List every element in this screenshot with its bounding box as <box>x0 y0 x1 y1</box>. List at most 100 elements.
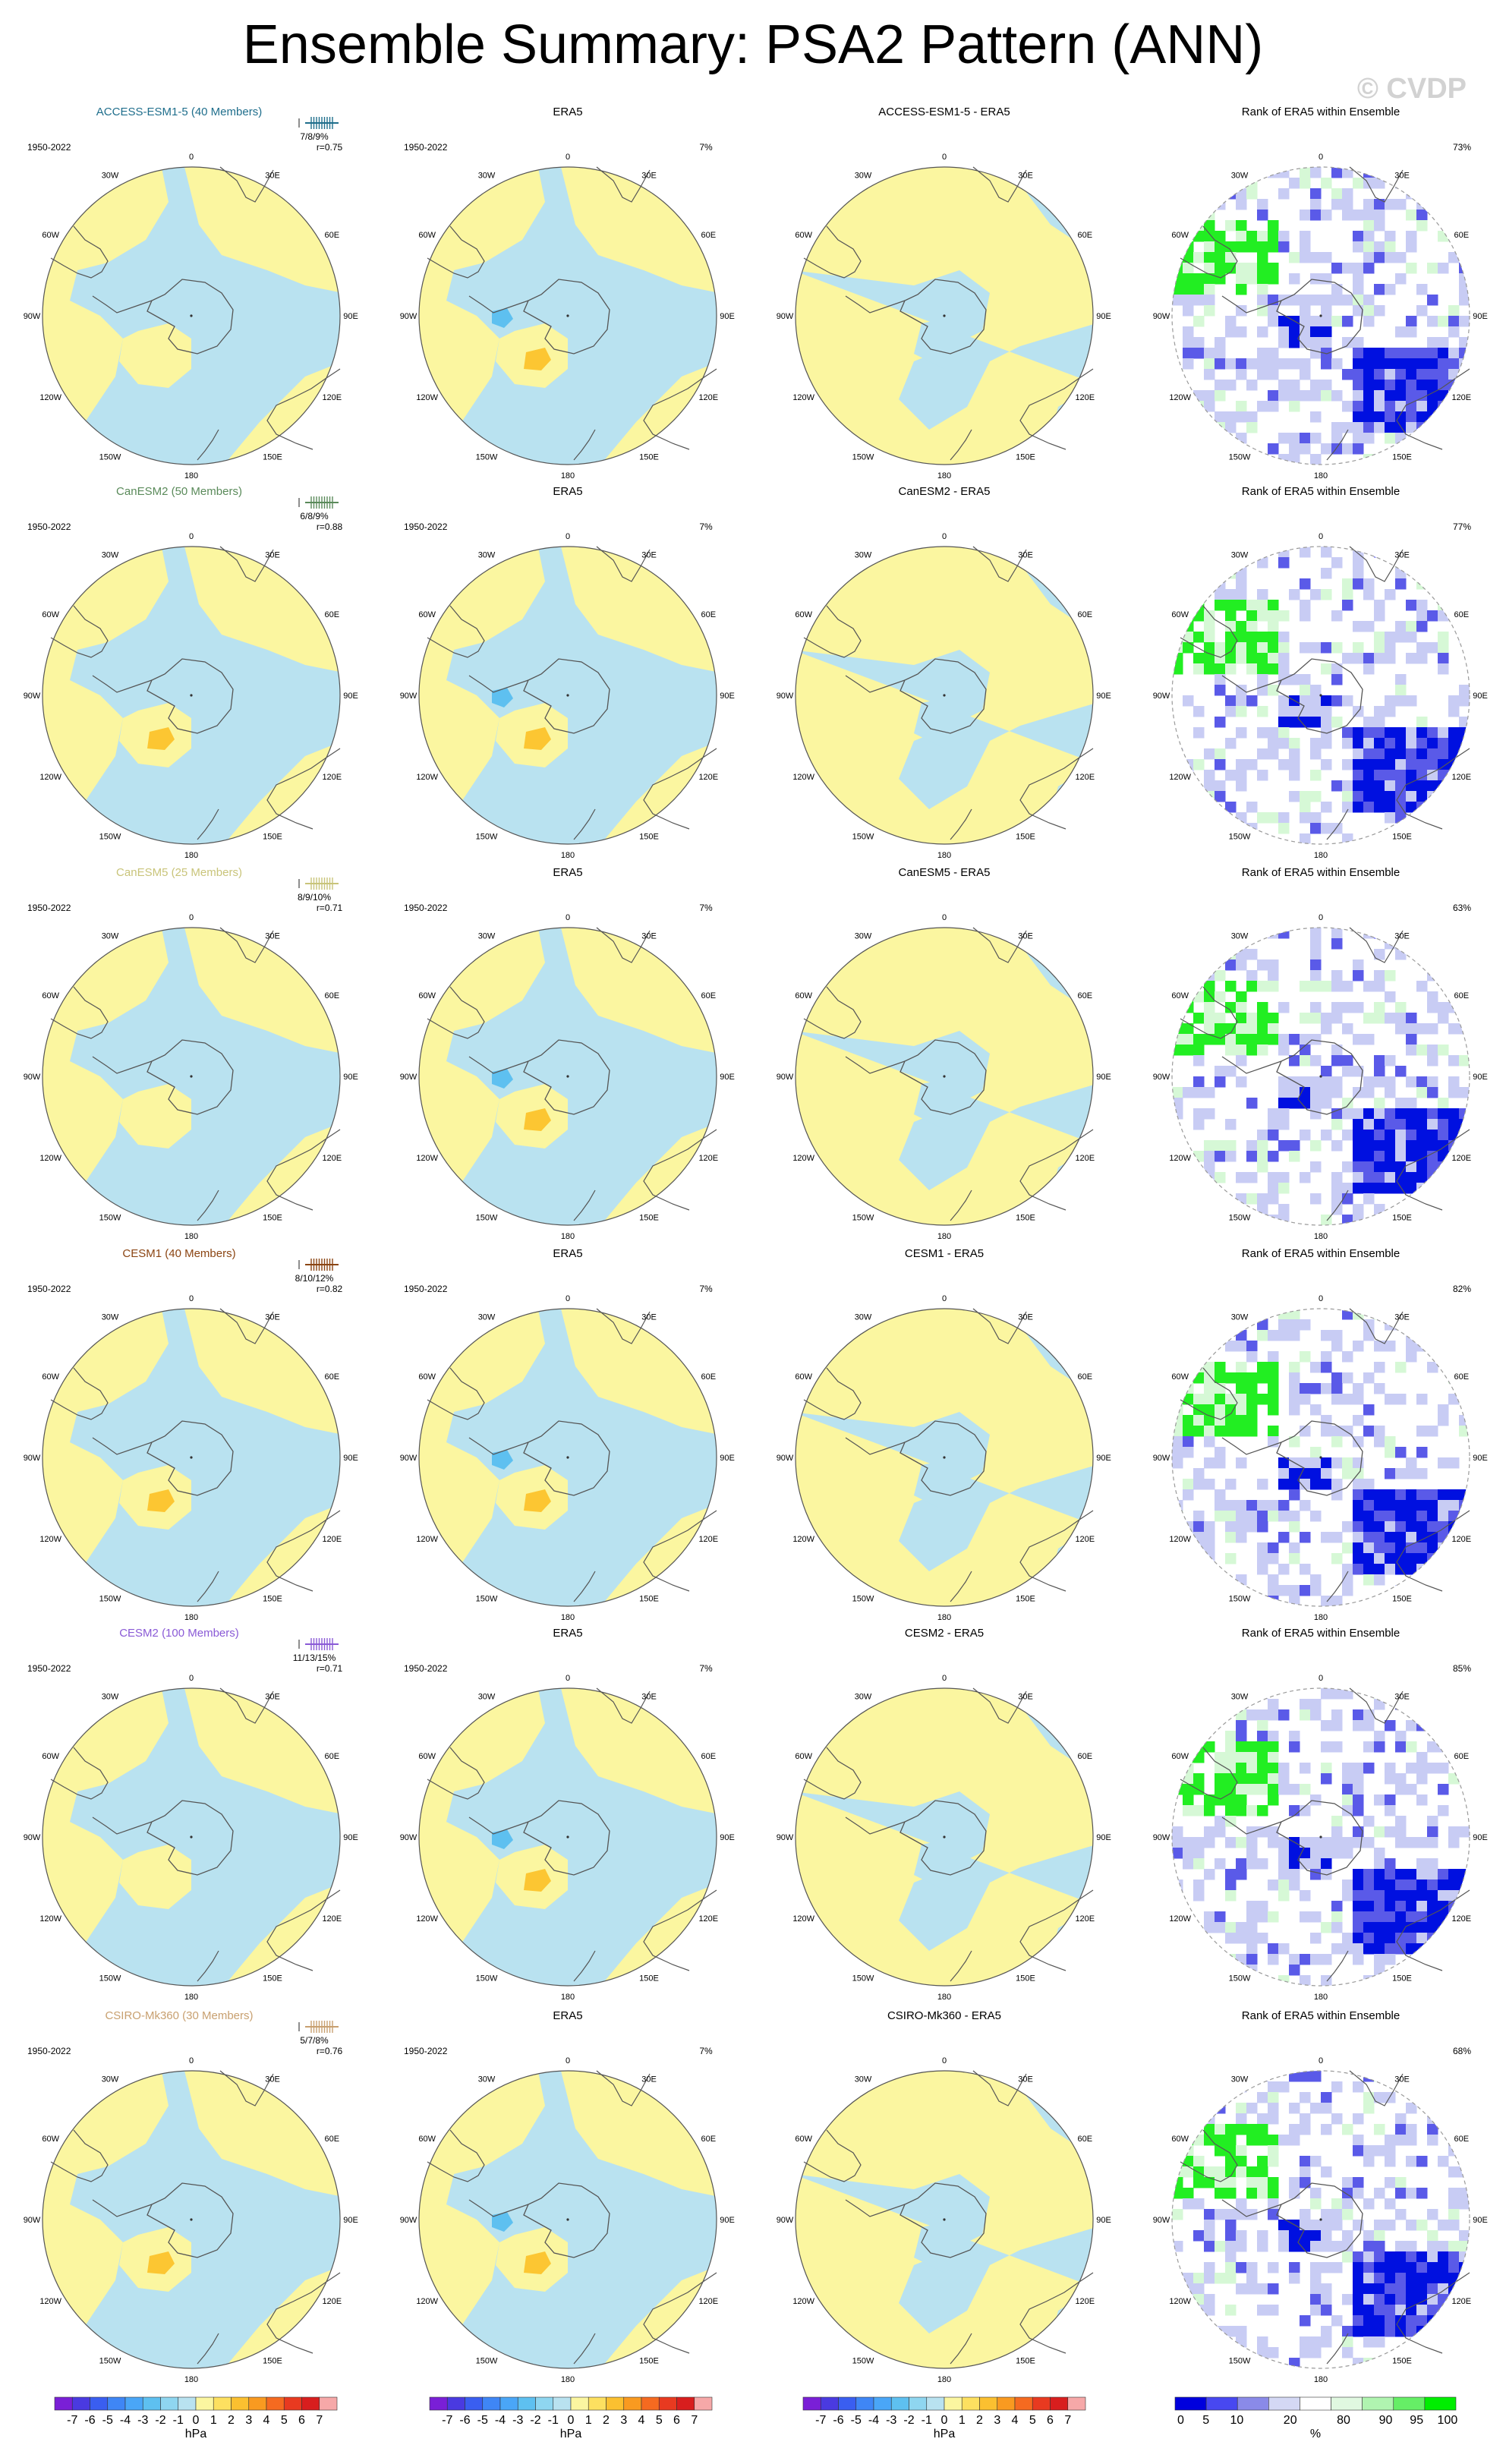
map-boundary <box>1171 927 1470 1226</box>
rank-cell <box>1363 2273 1375 2284</box>
colorbar-tick-label: 5 <box>1202 2414 1209 2427</box>
australia-coastline <box>643 368 717 450</box>
rank-cell <box>1183 241 1194 253</box>
rank-cell <box>1204 2166 1215 2178</box>
rank-cell <box>1427 295 1438 306</box>
longitude-label: 120W <box>416 1914 438 1924</box>
rank-cell <box>1448 1542 1460 1554</box>
rank-cell <box>1385 748 1396 760</box>
rank-cell <box>1183 1341 1194 1352</box>
rank-cell <box>1331 1341 1343 1352</box>
rank-cell <box>1353 557 1364 569</box>
rank-cell <box>1278 1763 1290 1774</box>
rank-cell <box>1300 2113 1311 2125</box>
rank-cell <box>1395 1002 1407 1013</box>
rank-cell <box>1459 717 1470 728</box>
rank-cell <box>1278 454 1290 465</box>
rank-cell <box>1331 422 1343 433</box>
africa-coastline <box>1349 1687 1404 1724</box>
rank-cell <box>1278 1500 1290 1511</box>
longitude-label: 60W <box>42 1372 59 1382</box>
longitude-label: 120W <box>39 1914 61 1924</box>
colorbar-tick-label: -3 <box>137 2414 148 2427</box>
rank-area-percent-label: 77% <box>1453 521 1471 532</box>
rank-cell <box>1300 433 1311 444</box>
longitude-label: 60W <box>1171 610 1189 619</box>
rank-cell <box>1385 1858 1396 1870</box>
rank-cell <box>1385 1553 1396 1564</box>
rank-cell <box>1438 1532 1449 1543</box>
longitude-label: 30E <box>641 172 657 181</box>
period-label: 1950-2022 <box>27 521 71 532</box>
rank-cell <box>1448 2326 1460 2337</box>
rank-cell <box>1257 2358 1268 2368</box>
rank-cell <box>1395 1943 1407 1955</box>
rank-cell <box>1204 791 1215 802</box>
rank-cell <box>1374 167 1385 178</box>
rank-cell <box>1406 390 1417 402</box>
colorbar-tick-label: 6 <box>1047 2414 1054 2427</box>
rank-cell <box>1289 1383 1300 1394</box>
rank-cell <box>1183 1183 1194 1194</box>
rank-cell <box>1459 1943 1470 1955</box>
longitude-label: 30E <box>641 1313 657 1322</box>
rank-cell <box>1183 1436 1194 1448</box>
rank-area-percent-label: 68% <box>1453 2046 1471 2056</box>
rank-cell <box>1236 1763 1247 1774</box>
rank-cell <box>1300 981 1311 992</box>
colorbar-swatch <box>1032 2396 1051 2411</box>
longitude-label: 120W <box>39 773 61 782</box>
new-zealand-coastline <box>197 429 219 461</box>
antarctica-coastline <box>147 1800 234 1876</box>
longitude-label: 120W <box>792 773 814 782</box>
rank-cell <box>1459 2241 1470 2252</box>
rank-cell <box>1363 1511 1375 1522</box>
difference-map: CESM2 - ERA5030E60E90E120E150E180150W120… <box>777 1627 1111 2002</box>
rank-cell <box>1183 1172 1194 1183</box>
rank-cell <box>1406 802 1417 813</box>
positive-anomaly-region <box>43 1688 169 1986</box>
rank-cell <box>1363 380 1375 391</box>
rank-cell <box>1278 2241 1290 2252</box>
rank-cell <box>1374 1215 1385 1225</box>
rank-cell <box>1183 642 1194 654</box>
rank-cell <box>1353 348 1364 359</box>
rank-map: Rank of ERA5 within Ensemble82%030E60E90… <box>1153 1247 1488 1622</box>
rank-cell <box>1459 2336 1470 2348</box>
rank-cell <box>1342 600 1353 611</box>
rank-cell <box>1215 1023 1226 1035</box>
rank-cell <box>1448 1688 1460 1700</box>
longitude-label: 60W <box>795 991 812 1000</box>
rank-cell <box>1459 1119 1470 1130</box>
longitude-label: 120E <box>1075 2297 1095 2306</box>
rank-cell <box>1448 2315 1460 2327</box>
rank-cell <box>1406 738 1417 749</box>
rank-cell <box>1278 1837 1290 1848</box>
rank-cell <box>1385 1087 1396 1098</box>
rank-cell <box>1246 2103 1258 2114</box>
rank-cell <box>1395 358 1407 370</box>
longitude-label: 120E <box>1075 1914 1095 1924</box>
longitude-label: 120E <box>322 1535 342 1544</box>
longitude-label: 60E <box>1078 610 1093 619</box>
antarctica-coastline <box>900 658 987 734</box>
panel-title: ACCESS-ESM1-5 - ERA5 <box>878 106 1010 118</box>
longitude-label: 90W <box>1153 692 1170 701</box>
rank-cell <box>1448 780 1460 792</box>
period-label: 1950-2022 <box>404 1663 448 1674</box>
rank-cell <box>1204 1837 1215 1848</box>
rank-cell <box>1374 422 1385 433</box>
rank-cell <box>1289 1731 1300 1742</box>
rank-cell <box>1193 2166 1205 2178</box>
strong-negative-centre <box>492 1069 513 1089</box>
positive-anomaly-region <box>419 547 545 844</box>
rank-cell <box>1406 348 1417 359</box>
longitude-label: 180 <box>937 1232 951 1241</box>
rank-cell <box>1406 780 1417 792</box>
rank-cell <box>1204 2092 1215 2103</box>
rank-cell <box>1342 1108 1353 1120</box>
antarctica-coastline <box>900 2182 987 2258</box>
rank-cell <box>1374 1426 1385 1437</box>
rank-cell <box>1427 1553 1438 1564</box>
